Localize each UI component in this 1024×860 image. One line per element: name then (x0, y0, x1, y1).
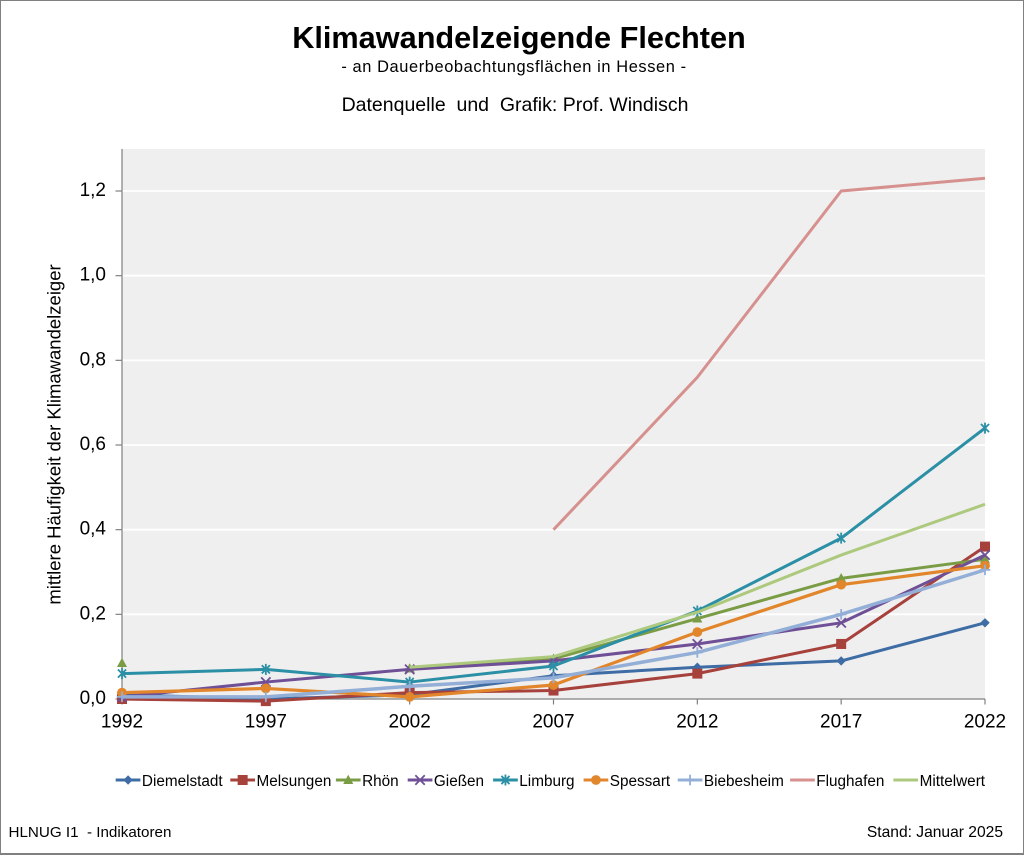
svg-text:2017: 2017 (820, 712, 862, 733)
svg-text:0,8: 0,8 (80, 349, 106, 370)
svg-text:0,6: 0,6 (80, 434, 106, 455)
svg-text:Flughafen: Flughafen (816, 773, 884, 790)
svg-text:Mittelwert: Mittelwert (920, 773, 986, 790)
svg-text:2002: 2002 (389, 712, 431, 733)
svg-text:2012: 2012 (676, 712, 718, 733)
svg-text:Diemelstadt: Diemelstadt (142, 773, 224, 790)
svg-text:1,2: 1,2 (80, 180, 106, 201)
svg-text:1997: 1997 (245, 712, 287, 733)
svg-text:2007: 2007 (532, 712, 574, 733)
svg-text:mittlere Häufigkeit der Klimaw: mittlere Häufigkeit der Klimawandelzeige… (44, 264, 65, 604)
svg-text:2022: 2022 (964, 712, 1006, 733)
svg-text:- an Dauerbeobachtungsflächen: - an Dauerbeobachtungsflächen in Hessen … (341, 58, 686, 76)
svg-text:Spessart: Spessart (610, 773, 671, 790)
svg-text:Limburg: Limburg (519, 773, 574, 790)
svg-text:0,2: 0,2 (80, 603, 106, 624)
svg-text:0,4: 0,4 (80, 519, 107, 540)
svg-text:0,0: 0,0 (80, 688, 106, 709)
svg-text:1992: 1992 (101, 712, 143, 733)
svg-text:Klimawandelzeigende Flechten: Klimawandelzeigende Flechten (292, 20, 746, 55)
svg-text:HLNUG I1 - Indikatoren: HLNUG I1 - Indikatoren (9, 824, 172, 841)
svg-text:Datenquelle und Grafik: Prof: Datenquelle und Grafik: Prof. Windisch (342, 94, 689, 116)
svg-text:Stand: Januar 2025: Stand: Januar 2025 (867, 824, 1003, 841)
svg-text:1,0: 1,0 (80, 265, 106, 286)
svg-text:Gießen: Gießen (434, 773, 484, 790)
svg-text:Rhön: Rhön (362, 773, 399, 790)
svg-text:Melsungen: Melsungen (257, 773, 332, 790)
svg-text:Biebesheim: Biebesheim (704, 773, 784, 790)
